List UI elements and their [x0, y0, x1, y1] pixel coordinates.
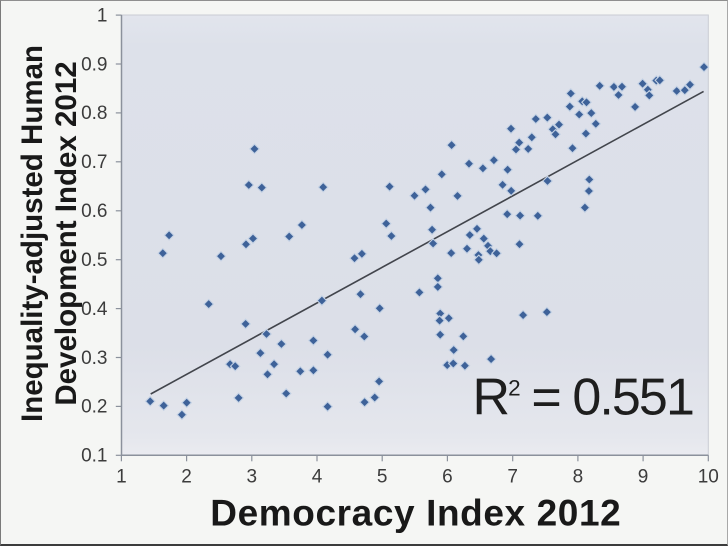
svg-text:2: 2 [181, 466, 192, 487]
svg-text:7: 7 [507, 466, 518, 487]
svg-text:Development Index 2012: Development Index 2012 [50, 61, 83, 405]
svg-text:4: 4 [312, 466, 323, 487]
svg-text:0.4: 0.4 [81, 299, 108, 320]
svg-text:0.5: 0.5 [81, 250, 107, 271]
svg-text:0.3: 0.3 [81, 348, 107, 369]
svg-text:0.1: 0.1 [81, 446, 107, 467]
svg-text:10: 10 [698, 466, 719, 487]
svg-text:R2 = 0.551: R2 = 0.551 [473, 369, 693, 427]
svg-text:0.9: 0.9 [81, 54, 107, 75]
svg-text:3: 3 [247, 466, 258, 487]
svg-text:8: 8 [573, 466, 584, 487]
svg-text:1: 1 [97, 5, 108, 26]
svg-text:0.2: 0.2 [81, 397, 107, 418]
svg-text:1: 1 [116, 466, 127, 487]
svg-text:Inequality-adjusted Human: Inequality-adjusted Human [16, 45, 49, 422]
svg-text:Democracy Index 2012: Democracy Index 2012 [210, 493, 621, 534]
svg-text:9: 9 [638, 466, 649, 487]
svg-text:0.7: 0.7 [81, 152, 107, 173]
svg-text:0.8: 0.8 [81, 103, 107, 124]
svg-text:5: 5 [377, 466, 388, 487]
svg-text:6: 6 [442, 466, 453, 487]
svg-text:0.6: 0.6 [81, 201, 107, 222]
